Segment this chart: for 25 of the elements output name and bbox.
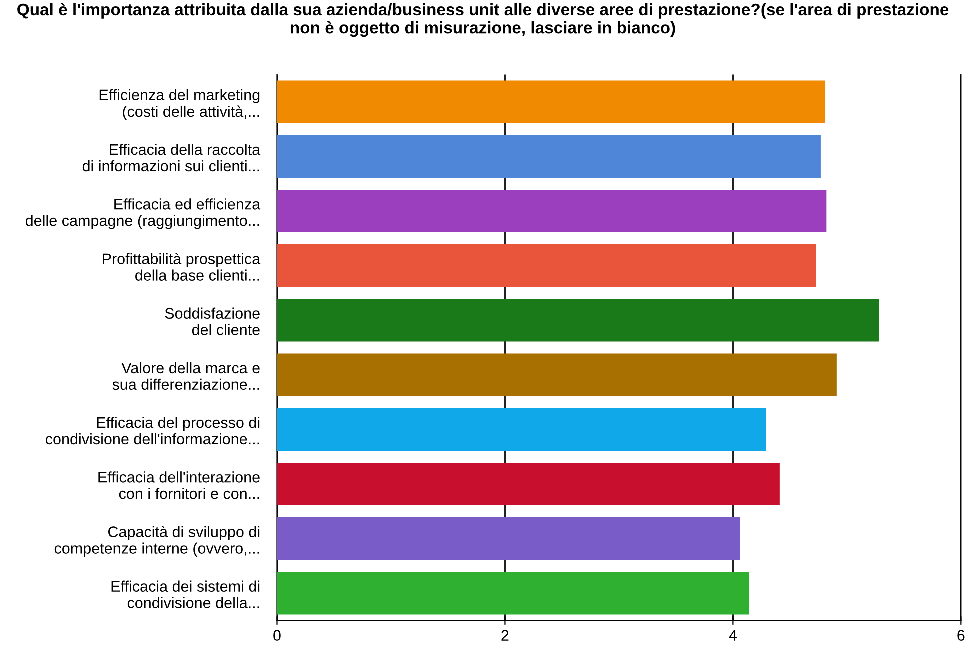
bar	[277, 572, 750, 615]
bar	[277, 299, 880, 342]
x-tick-label: 2	[502, 630, 509, 641]
bar	[277, 244, 816, 288]
bar	[277, 354, 837, 396]
y-tick-label: Soddisfazione del cliente	[165, 308, 260, 336]
bar	[277, 462, 780, 506]
chart-title: Qual è l'importanza attribuita dalla sua azienda/business unit alle diverse aree di prestazione?(se l'area di prestazione non è oggetto di misurazione, lasciare in bianco)	[18, 3, 949, 38]
y-tick-label: Efficacia ed efficienza delle campagne (raggiungimento...	[26, 198, 261, 230]
y-tick-label: Efficacia dell'interazione con i fornitori e con...	[98, 472, 260, 500]
bar	[277, 190, 827, 233]
bar	[277, 135, 821, 178]
y-tick-label: Profittabilità prospettica della base clienti...	[103, 253, 261, 281]
bar	[277, 518, 740, 560]
y-tick-label: Valore della marca e sua differenziazione...	[112, 362, 260, 390]
bar	[277, 80, 826, 124]
y-tick-label: Efficacia della raccolta di informazioni sui clienti...	[82, 144, 261, 172]
x-tick-label: 4	[729, 630, 737, 641]
y-tick-label: Efficacia dei sistemi di condivisione della...	[112, 580, 260, 608]
y-tick-label: Efficienza del marketing (costi delle attività,...	[100, 89, 260, 120]
bar	[277, 408, 766, 451]
x-tick-label: 6	[958, 630, 965, 641]
y-tick-label: Capacità di sviluppo di competenze interne (ovvero,...	[54, 526, 260, 557]
x-tick-label: 0	[274, 630, 281, 641]
y-tick-label: Efficacia del processo di condivisione dell'informazione...	[46, 416, 260, 445]
